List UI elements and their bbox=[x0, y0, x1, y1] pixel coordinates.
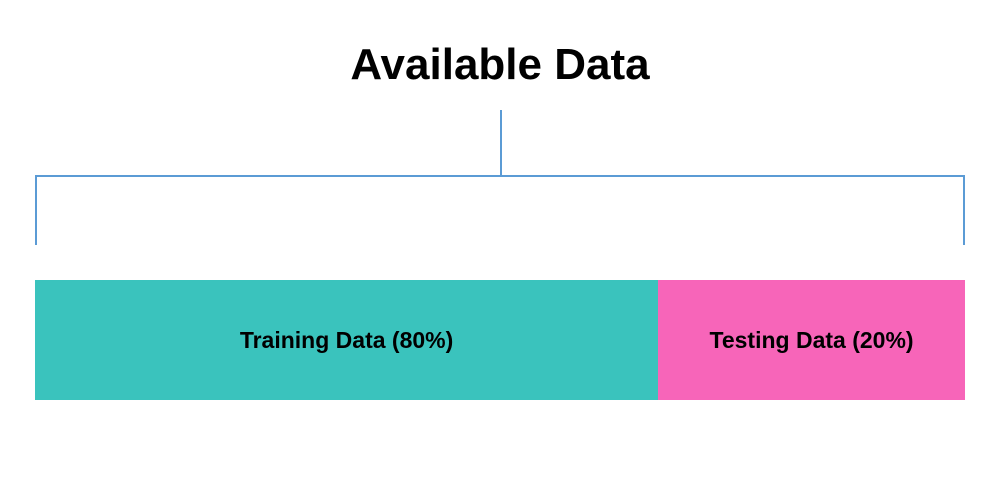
diagram-title: Available Data bbox=[350, 40, 649, 90]
bracket-right-drop bbox=[963, 175, 965, 245]
connector-vertical-line bbox=[500, 110, 502, 175]
bracket-left-drop bbox=[35, 175, 37, 245]
training-data-segment: Training Data (80%) bbox=[35, 280, 658, 400]
data-split-bar: Training Data (80%) Testing Data (20%) bbox=[35, 280, 965, 400]
bracket-top-bar bbox=[35, 175, 965, 177]
testing-data-segment: Testing Data (20%) bbox=[658, 280, 965, 400]
